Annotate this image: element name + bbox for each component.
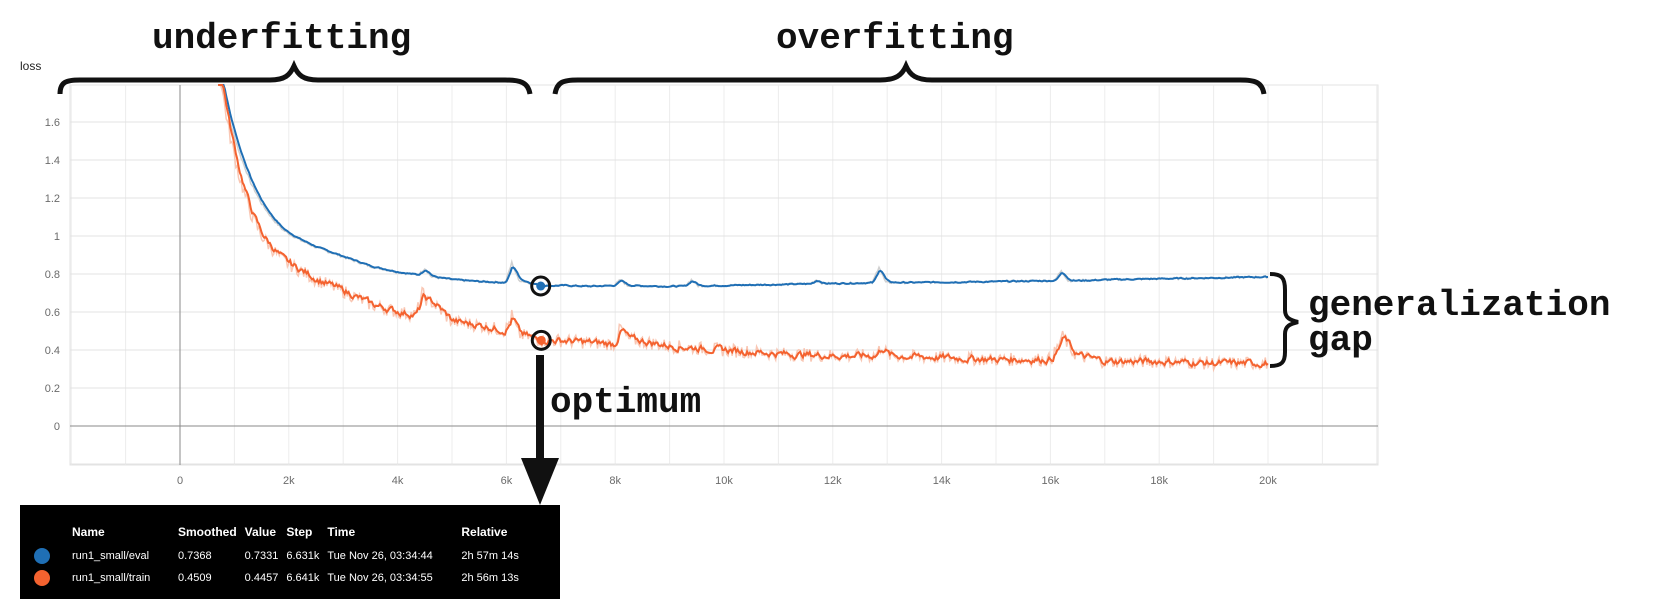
series-smoothed-train <box>218 84 1269 369</box>
x-tick-label: 14k <box>933 475 951 487</box>
generalization-label: generalization <box>1308 285 1610 326</box>
x-tick-label: 20k <box>1259 475 1277 487</box>
x-tick-label: 6k <box>501 475 513 487</box>
col-smoothed: Smoothed <box>178 525 237 539</box>
y-tick-label: 1 <box>54 231 60 243</box>
eval-relative: 2h 57m 14s <box>461 550 519 562</box>
eval-smoothed: 0.7368 <box>178 550 212 562</box>
x-tick-label: 0 <box>177 475 183 487</box>
y-tick-label: 1.2 <box>45 193 60 205</box>
train-step: 6.641k <box>286 572 320 584</box>
x-tick-label: 4k <box>392 475 404 487</box>
train-value: 0.4457 <box>244 572 279 584</box>
col-step: Step <box>286 525 313 539</box>
tooltip-panel: Name Smoothed Value Step Time Relative r… <box>20 505 560 599</box>
optimum-circle-eval <box>530 275 552 297</box>
y-tick-label: 0.8 <box>45 269 60 281</box>
series-lines <box>218 84 1269 373</box>
series-raw-train <box>218 84 1269 373</box>
x-tick-label: 8k <box>609 475 621 487</box>
eval-color-dot <box>34 548 50 564</box>
series-smoothed-eval <box>218 84 1268 289</box>
generalization-brace <box>1269 272 1299 368</box>
train-smoothed: 0.4509 <box>178 572 212 584</box>
overfitting-label: overfitting <box>776 18 1014 59</box>
x-tick-label: 2k <box>283 475 295 487</box>
series-raw-eval <box>218 84 1269 289</box>
eval-name: run1_small/eval <box>72 550 150 562</box>
underfitting-brace <box>57 59 533 95</box>
optimum-label: optimum <box>550 382 701 423</box>
y-tick-label: 1.6 <box>45 117 60 129</box>
chart-grid <box>69 84 1379 466</box>
chart-axes <box>70 85 1378 465</box>
optimum-arrow-head <box>521 458 559 505</box>
optimum-markers <box>530 275 552 351</box>
x-tick-label: 10k <box>715 475 733 487</box>
optimum-point-eval <box>536 281 546 291</box>
tooltip-row-eval: run1_small/eval 0.7368 0.7331 6.631k Tue… <box>20 545 527 567</box>
optimum-point-train <box>536 335 546 345</box>
underfitting-label: underfitting <box>152 18 411 59</box>
overfitting-brace <box>552 59 1267 95</box>
gap-label: gap <box>1308 320 1373 361</box>
x-tick-labels: 0 2k 4k 6k 8k 10k 12k 14k 16k 18k 20k <box>177 475 1277 487</box>
y-tick-label: 0.6 <box>45 307 60 319</box>
x-tick-label: 16k <box>1042 475 1060 487</box>
eval-step: 6.631k <box>286 550 320 562</box>
train-time: Tue Nov 26, 03:34:55 <box>327 572 433 584</box>
train-name: run1_small/train <box>72 572 151 584</box>
x-tick-label: 18k <box>1150 475 1168 487</box>
y-tick-labels: 0 0.2 0.4 0.6 0.8 1 1.2 1.4 1.6 <box>45 117 60 433</box>
train-relative: 2h 56m 13s <box>461 572 519 584</box>
y-tick-label: 1.4 <box>45 155 60 167</box>
eval-time: Tue Nov 26, 03:34:44 <box>327 550 433 562</box>
col-time: Time <box>327 525 356 539</box>
y-tick-label: 0 <box>54 421 60 433</box>
col-value: Value <box>244 525 277 539</box>
y-tick-label: 0.4 <box>45 345 60 357</box>
annotations: underfitting overfitting generalization … <box>57 18 1610 505</box>
optimum-circle-train <box>530 329 552 351</box>
col-relative: Relative <box>461 525 508 539</box>
tooltip-table: Name Smoothed Value Step Time Relative r… <box>20 525 527 589</box>
y-tick-label: 0.2 <box>45 383 60 395</box>
x-tick-label: 12k <box>824 475 842 487</box>
tooltip-header-row: Name Smoothed Value Step Time Relative <box>20 525 527 545</box>
y-axis-label: loss <box>20 59 41 73</box>
col-name: Name <box>72 525 105 539</box>
eval-value: 0.7331 <box>244 550 279 562</box>
train-color-dot <box>34 570 50 586</box>
tooltip-row-train: run1_small/train 0.4509 0.4457 6.641k Tu… <box>20 567 527 589</box>
